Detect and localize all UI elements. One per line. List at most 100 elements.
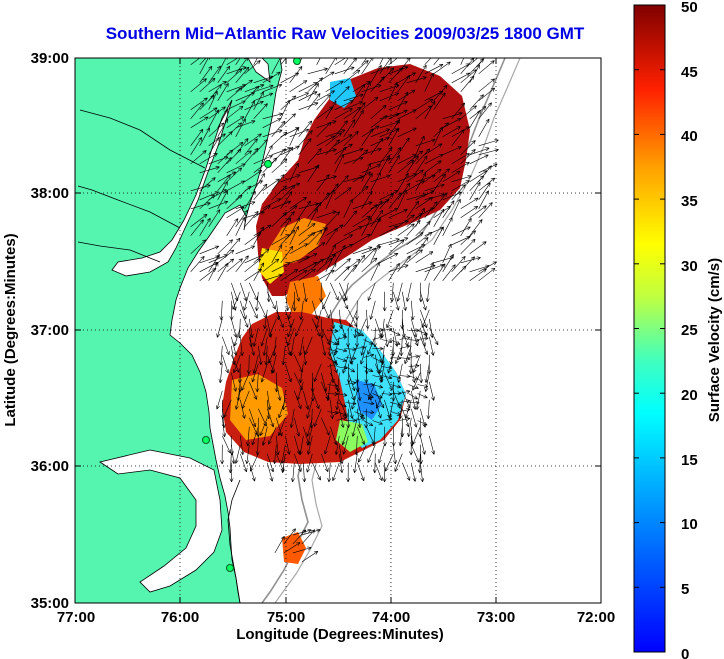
velocity-arrow xyxy=(190,150,207,165)
velocity-arrow xyxy=(478,202,493,218)
velocity-arrow xyxy=(372,357,383,363)
velocity-arrow xyxy=(244,170,263,183)
velocity-arrow xyxy=(334,187,352,201)
velocity-arrow xyxy=(289,336,295,356)
velocity-arrow xyxy=(409,435,414,456)
velocity-arrow xyxy=(280,444,286,464)
velocity-arrow xyxy=(363,353,375,358)
velocity-arrow xyxy=(442,217,453,236)
velocity-arrow xyxy=(397,182,411,200)
velocity-arrow xyxy=(415,207,425,227)
velocity-arrow xyxy=(289,243,308,255)
velocity-arrow xyxy=(216,318,223,338)
velocity-arrow xyxy=(424,261,434,281)
velocity-arrow xyxy=(417,336,429,341)
velocity-arrow xyxy=(336,416,348,421)
velocity-arrow xyxy=(478,182,491,200)
velocity-arrow xyxy=(289,225,299,245)
velocity-arrow xyxy=(303,390,310,410)
velocity-arrow xyxy=(190,78,207,93)
velocity-arrow xyxy=(289,66,303,83)
velocity-arrow xyxy=(304,336,313,355)
velocity-arrow xyxy=(239,336,244,357)
velocity-arrow xyxy=(357,381,362,401)
velocity-arrow xyxy=(220,444,225,465)
velocity-arrow xyxy=(394,453,403,472)
velocity-arrow xyxy=(327,462,332,483)
velocity-arrow xyxy=(379,238,400,246)
velocity-arrow xyxy=(478,177,496,192)
velocity-arrow xyxy=(264,345,269,366)
velocity-arrow xyxy=(287,318,295,338)
velocity-arrow xyxy=(249,336,255,356)
velocity-arrow xyxy=(460,217,472,236)
velocity-arrow xyxy=(280,211,295,228)
velocity-arrow xyxy=(280,174,301,183)
velocity-arrow xyxy=(267,453,275,473)
velocity-arrow xyxy=(341,426,349,446)
velocity-arrow xyxy=(390,330,401,336)
x-tick-label: 73:00 xyxy=(477,609,515,626)
velocity-arrow xyxy=(478,102,492,119)
velocity-arrow xyxy=(267,291,276,310)
velocity-arrow xyxy=(325,262,337,281)
velocity-arrow xyxy=(199,58,210,74)
velocity-arrow xyxy=(363,366,374,372)
x-tick-label: 77:00 xyxy=(57,609,95,626)
velocity-arrow xyxy=(429,318,434,338)
velocity-arrow xyxy=(442,170,461,183)
velocity-arrow xyxy=(415,251,434,264)
velocity-arrow xyxy=(390,375,402,380)
velocity-arrow xyxy=(381,365,393,370)
velocity-arrow xyxy=(343,282,349,302)
velocity-arrow xyxy=(367,282,376,301)
velocity-arrow xyxy=(292,529,307,545)
velocity-arrow xyxy=(217,82,229,101)
velocity-arrow xyxy=(298,200,311,218)
velocity-arrow xyxy=(240,300,247,320)
velocity-arrow xyxy=(469,109,481,128)
velocity-arrow xyxy=(469,106,487,120)
velocity-arrow xyxy=(388,209,408,219)
velocity-arrow xyxy=(397,74,411,92)
velocity-arrow xyxy=(190,256,205,272)
velocity-arrow xyxy=(244,100,255,119)
velocity-arrow xyxy=(412,354,421,373)
velocity-arrow xyxy=(334,66,355,75)
colorbar-label: Surface Velocity (cm/s) xyxy=(706,258,723,422)
velocity-arrow xyxy=(363,401,375,406)
velocity-arrow xyxy=(399,344,411,349)
velocity-arrow xyxy=(433,192,448,209)
velocity-arrow xyxy=(316,135,336,147)
velocity-arrow xyxy=(190,137,202,155)
velocity-arrow xyxy=(382,291,387,312)
velocity-arrow xyxy=(478,87,496,102)
velocity-arrow xyxy=(406,200,419,218)
velocity-arrow xyxy=(334,266,350,282)
velocity-arrow xyxy=(442,200,455,218)
velocity-arrow xyxy=(313,363,322,382)
velocity-arrow xyxy=(451,129,465,146)
velocity-arrow xyxy=(352,234,371,246)
velocity-arrow xyxy=(361,217,372,236)
velocity-arrow xyxy=(343,58,349,65)
velocity-arrow xyxy=(316,148,337,156)
velocity-arrow xyxy=(281,390,286,411)
velocity-arrow xyxy=(388,101,408,111)
velocity-arrow xyxy=(298,435,304,455)
velocity-arrow xyxy=(352,83,366,101)
velocity-arrow xyxy=(372,375,384,379)
velocity-arrow xyxy=(397,189,407,209)
velocity-arrow xyxy=(343,258,361,273)
velocity-arrow xyxy=(222,417,227,438)
velocity-arrow xyxy=(289,80,308,93)
velocity-arrow xyxy=(469,241,487,255)
velocity-arrow xyxy=(404,345,412,365)
velocity-arrow xyxy=(296,381,304,401)
velocity-arrow xyxy=(357,462,365,482)
velocity-arrow xyxy=(289,217,300,236)
velocity-arrow xyxy=(379,225,399,237)
velocity-arrow xyxy=(382,462,387,483)
velocity-arrow xyxy=(407,417,412,437)
velocity-arrow xyxy=(325,224,344,237)
